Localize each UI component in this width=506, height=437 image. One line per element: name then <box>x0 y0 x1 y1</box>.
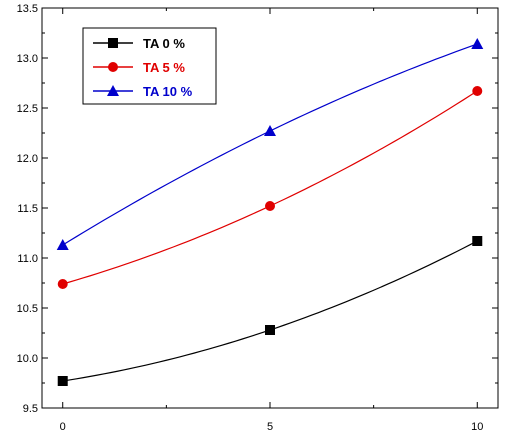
legend: TA 0 % TA 5 % TA 10 % <box>82 27 217 105</box>
y-tick-label: 13.0 <box>17 53 38 65</box>
series-line <box>62 90 478 285</box>
data-point <box>56 239 69 250</box>
legend-item: TA 0 % <box>93 36 185 51</box>
data-point <box>57 279 68 289</box>
data-point <box>472 236 483 246</box>
legend-item: TA 10 % <box>93 84 193 99</box>
series-1 <box>57 86 483 289</box>
legend-label: TA 0 % <box>143 36 185 51</box>
circle-marker-icon <box>108 62 118 72</box>
legend-label: TA 5 % <box>143 60 185 75</box>
y-tick-label: 11.0 <box>17 253 38 265</box>
data-point <box>265 201 275 211</box>
y-axis: 9.5 10.0 10.5 11.0 11.5 12.0 12.5 13.0 13.5 <box>17 3 498 415</box>
triangle-marker-icon <box>107 85 119 96</box>
y-tick-label: 13.5 <box>17 3 38 15</box>
square-marker-icon <box>108 38 118 48</box>
series-line <box>62 240 478 382</box>
data-point <box>472 86 483 96</box>
x-tick-label: 5 <box>267 421 273 433</box>
legend-label: TA 10 % <box>143 84 193 99</box>
legend-item: TA 5 % <box>93 60 185 75</box>
x-tick-label: 0 <box>60 421 66 433</box>
y-tick-label: 10.0 <box>17 353 38 365</box>
data-point <box>57 376 68 386</box>
y-tick-label: 9.5 <box>23 403 38 415</box>
y-tick-label: 12.5 <box>17 103 38 115</box>
data-point <box>471 38 484 49</box>
y-tick-label: 11.5 <box>17 203 38 215</box>
x-axis: 0 5 10 <box>60 8 483 433</box>
series-2 <box>56 38 484 250</box>
series-0 <box>57 236 483 386</box>
y-tick-label: 10.5 <box>17 303 38 315</box>
y-tick-label: 12.0 <box>17 153 38 165</box>
series-layer <box>56 38 484 386</box>
x-tick-label: 10 <box>471 421 483 433</box>
data-point <box>265 325 275 335</box>
data-point <box>264 125 276 136</box>
